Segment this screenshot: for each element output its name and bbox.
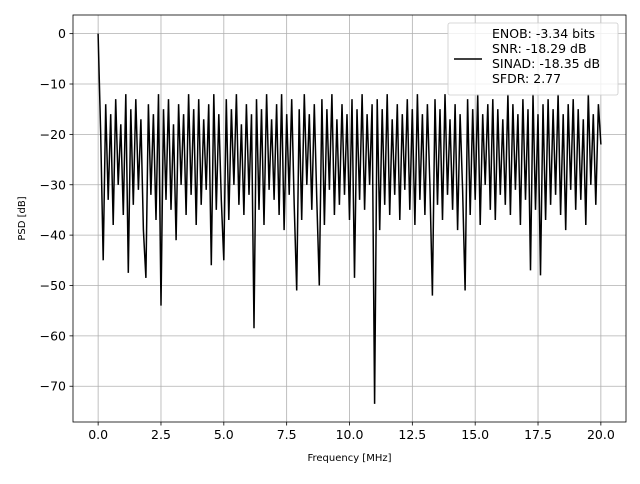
y-axis: 0 −10 −20 −30 −40 −50 −60 −70 [40, 26, 73, 394]
y-tick-label: −70 [40, 379, 66, 394]
y-axis-label: PSD [dB] [17, 196, 28, 240]
x-tick-label: 15.0 [461, 427, 489, 442]
legend-box [447, 22, 619, 96]
psd-series-line [97, 33, 602, 404]
x-tick-label: 10.0 [336, 427, 364, 442]
x-tick-label: 12.5 [398, 427, 426, 442]
x-tick-label: 7.5 [277, 427, 297, 442]
y-tick-label: −60 [40, 328, 66, 343]
x-tick-label: 2.5 [151, 427, 171, 442]
x-tick-label: 20.0 [587, 427, 615, 442]
legend-enob: ENOB: -3.34 bits [492, 26, 595, 41]
legend: ENOB: -3.34 bits SNR: -18.29 dB SINAD: -… [447, 22, 619, 96]
y-tick-label: 0 [58, 26, 66, 41]
legend-snr: SNR: -18.29 dB [492, 41, 587, 56]
x-tick-label: 5.0 [214, 427, 234, 442]
legend-sfdr: SFDR: 2.77 [492, 71, 561, 86]
x-tick-label: 17.5 [524, 427, 552, 442]
x-axis-label: Frequency [MHz] [307, 453, 391, 464]
y-tick-label: −50 [40, 278, 66, 293]
legend-sinad: SINAD: -18.35 dB [492, 56, 600, 71]
y-tick-label: −40 [40, 228, 66, 243]
y-tick-label: −20 [40, 127, 66, 142]
x-tick-label: 0.0 [88, 427, 108, 442]
x-axis: 0.0 2.5 5.0 7.5 10.0 12.5 15.0 17.5 20.0 [88, 422, 615, 442]
y-tick-label: −10 [40, 77, 66, 92]
y-tick-label: −30 [40, 177, 66, 192]
series-layer [97, 33, 602, 404]
